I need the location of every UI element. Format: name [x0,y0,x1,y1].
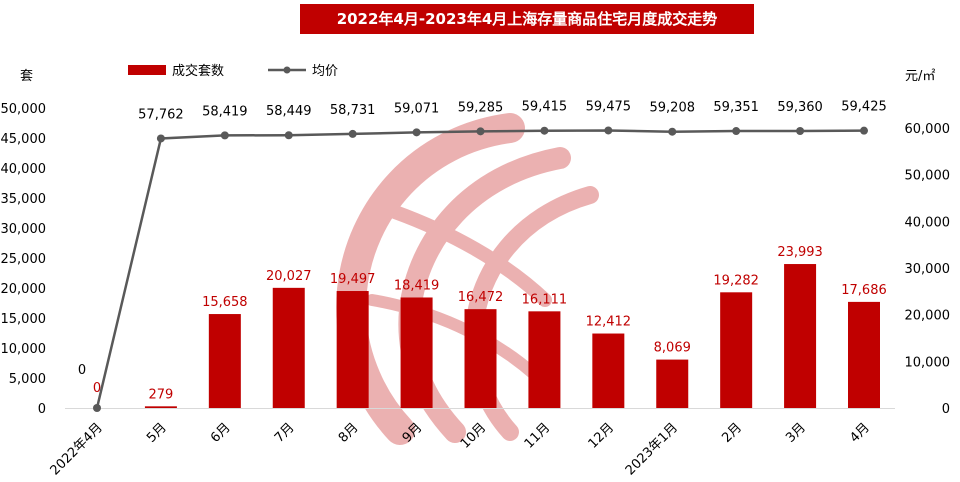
bar-value-label: 19,497 [330,272,376,287]
left-axis-tick-label: 45,000 [1,132,47,147]
bar-value-label: 16,111 [522,292,568,307]
right-axis-tick-label: 50,000 [905,169,951,184]
line-value-label: 59,475 [586,99,632,114]
bar-10 [720,292,753,408]
legend-line-label: 均价 [312,64,338,79]
left-axis-tick-label: 35,000 [1,192,47,207]
x-axis-tick-label: 11月 [522,420,553,451]
x-axis-tick-label: 12月 [586,420,617,451]
legend-bar-label: 成交套数 [172,63,224,79]
avg-price-point-1 [156,134,165,143]
right-axis-tick-label: 30,000 [905,262,951,277]
right-axis-tick-label: 20,000 [905,309,951,324]
bar-value-label: 23,993 [777,245,823,260]
left-axis-tick-label: 0 [38,402,46,417]
left-axis-tick-label: 25,000 [1,252,47,267]
x-axis-tick-label: 2月 [719,420,745,446]
avg-price-point-2 [220,131,229,140]
bar-value-label: 19,282 [713,273,759,288]
avg-price-point-3 [284,131,293,140]
left-axis-tick-label: 50,000 [1,102,47,117]
left-axis-tick-label: 10,000 [1,342,47,357]
bar-2 [208,314,241,408]
avg-price-point-7 [540,126,549,135]
bar-value-label: 0 [93,381,101,396]
bar-3 [272,287,305,408]
right-axis-label: 元/㎡ [905,69,935,84]
watermark-stroke [388,205,552,307]
avg-price-point-12 [860,126,868,135]
line-value-label: 59,285 [458,100,504,115]
x-axis-tick-label: 8月 [336,420,362,446]
bar-value-label: 12,412 [586,315,632,330]
right-axis-tick-label: 10,000 [905,355,951,370]
right-axis-tick-label: 60,000 [905,122,951,137]
legend-bar-swatch [128,65,166,75]
x-axis-tick-label: 4月 [847,420,873,446]
bar-value-label: 279 [149,387,174,402]
avg-price-point-4 [348,129,357,138]
right-axis-tick-label: 40,000 [905,215,951,230]
bar-4 [336,291,369,408]
bar-value-label: 20,027 [266,269,312,284]
bar-value-label: 18,419 [394,278,440,293]
line-value-label: 59,351 [713,100,759,115]
line-value-label: 59,415 [522,100,568,115]
avg-price-point-8 [604,126,613,135]
x-axis-tick-label: 2022年4月 [48,420,106,478]
bar-value-label: 8,069 [654,341,691,356]
bar-6 [464,309,497,408]
right-axis-tick-label: 0 [942,402,950,417]
bar-9 [656,359,689,408]
line-value-label: 59,208 [650,101,696,116]
x-axis-tick-label: 7月 [272,420,298,446]
bar-8 [592,333,625,408]
bar-value-label: 16,472 [458,290,504,305]
line-value-label: 59,360 [777,100,823,115]
line-value-label: 0 [78,363,86,378]
watermark-stroke [336,113,525,445]
bar-1 [144,406,177,408]
bar-value-label: 17,686 [841,283,887,298]
x-axis-tick-label: 3月 [783,420,809,446]
avg-price-point-0 [93,404,101,412]
left-axis-tick-label: 40,000 [1,162,47,177]
line-value-label: 59,071 [394,101,440,116]
left-axis-tick-label: 20,000 [1,282,47,297]
bar-11 [784,264,817,408]
chart-title: 2022年4月-2023年4月上海存量商品住宅月度成交走势 [300,4,754,34]
x-axis-tick-label: 6月 [208,420,234,446]
avg-price-point-11 [796,126,805,135]
line-value-label: 57,762 [138,107,184,122]
bar-5 [400,297,433,408]
bar-12 [848,301,880,408]
avg-price-point-9 [668,127,677,136]
avg-price-point-10 [732,127,741,136]
line-value-label: 58,731 [330,103,376,118]
bar-7 [528,311,561,408]
line-value-label: 58,419 [202,104,248,119]
x-axis-tick-label: 2023年1月 [623,420,681,478]
avg-price-point-5 [412,128,421,137]
watermark-stroke [366,294,541,381]
left-axis-label: 套 [20,68,33,84]
left-axis-tick-label: 15,000 [1,312,47,327]
bar-value-label: 15,658 [202,295,248,310]
line-value-label: 59,425 [841,100,887,115]
line-value-label: 58,449 [266,104,312,119]
avg-price-point-6 [476,127,485,136]
left-axis-tick-label: 5,000 [9,372,46,387]
x-axis-tick-label: 5月 [144,420,170,446]
legend-line-marker [283,66,291,74]
left-axis-tick-label: 30,000 [1,222,47,237]
